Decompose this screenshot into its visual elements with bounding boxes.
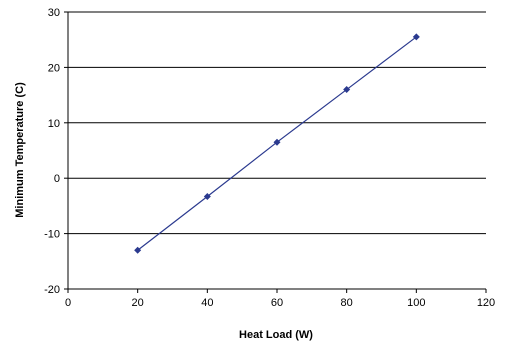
x-tick-label: 40 bbox=[201, 297, 213, 309]
y-tick-label: 10 bbox=[48, 118, 60, 130]
data-point bbox=[412, 33, 420, 41]
axes bbox=[64, 11, 487, 293]
y-axis-title: Minimum Temperature (C) bbox=[14, 82, 26, 218]
tick-labels: -20 -10 0 10 20 30 0 20 40 60 80 100 120 bbox=[44, 7, 495, 309]
x-tick-label: 20 bbox=[132, 297, 144, 309]
x-tick-label: 120 bbox=[477, 297, 495, 309]
series bbox=[134, 33, 420, 254]
y-tick-label: 0 bbox=[54, 173, 60, 185]
y-tick-label: -10 bbox=[44, 229, 60, 241]
y-tick-label: 30 bbox=[48, 7, 60, 19]
data-point bbox=[273, 138, 281, 146]
grid-lines bbox=[68, 11, 486, 235]
data-point bbox=[134, 246, 142, 254]
x-tick-label: 0 bbox=[65, 297, 71, 309]
x-tick-label: 100 bbox=[407, 297, 425, 309]
y-tick-label: 20 bbox=[48, 62, 60, 74]
y-tick-label: -20 bbox=[44, 284, 60, 296]
data-point bbox=[343, 86, 351, 94]
x-tick-label: 80 bbox=[341, 297, 353, 309]
x-tick-label: 60 bbox=[271, 297, 283, 309]
data-point bbox=[203, 192, 211, 200]
x-axis-title: Heat Load (W) bbox=[239, 329, 313, 341]
